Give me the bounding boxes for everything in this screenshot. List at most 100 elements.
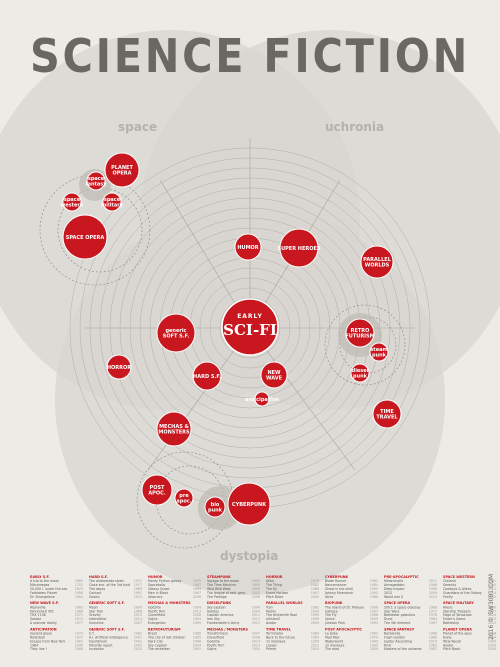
node-circle xyxy=(156,313,196,353)
center-node: EARLY SCI-FI xyxy=(221,298,279,356)
column-item: Captain America xyxy=(207,613,234,617)
node-label: apoc. xyxy=(176,499,191,505)
column-item: The fly xyxy=(265,587,277,591)
column-year: 1981 xyxy=(488,579,496,583)
node-label: bio xyxy=(211,502,220,508)
column-item: Pitch Black xyxy=(266,595,284,599)
column-year: 1954 xyxy=(252,647,260,651)
column-year: 1999 xyxy=(252,587,260,591)
column-item: Avatar xyxy=(443,643,454,647)
node-space-opera: SPACE OPERA xyxy=(62,214,108,260)
column-year: 1979 xyxy=(193,579,201,583)
column-year: 1997 xyxy=(311,591,319,595)
column-item: Mad Max xyxy=(325,636,339,640)
column-item: Spaceballs xyxy=(148,583,165,587)
column-item: They live ! xyxy=(29,647,47,651)
column-year: 1978 xyxy=(429,613,437,617)
column-item: World war Z xyxy=(384,595,404,599)
center-label-top: EARLY xyxy=(237,313,263,320)
node-circle xyxy=(345,318,375,348)
column-item: Splice xyxy=(325,617,335,621)
column-year: 1995 xyxy=(193,636,201,640)
column-year: 1966 xyxy=(134,609,142,613)
column-heading: PLANET OPERA xyxy=(443,627,472,631)
center-label-main: SCI-FI xyxy=(223,321,277,339)
column-item: A.I. Artificial Intelligence xyxy=(89,636,128,640)
genre-nodes: PLANETOPERAspacefantasyspacewesternspace… xyxy=(61,152,402,526)
column-heading: BIOPUNK xyxy=(325,601,343,605)
column-item: The Fly xyxy=(324,613,337,617)
node-label: HARD S.F. xyxy=(193,374,221,380)
column-heading: MECHAS / MONSTERS xyxy=(207,627,248,631)
column-item: Minority report xyxy=(89,643,113,647)
column-year: 1987 xyxy=(193,583,201,587)
node-label: PARALLEL xyxy=(363,257,392,263)
column-year: 1982 xyxy=(311,583,319,587)
column-item: Barbarella xyxy=(384,632,400,636)
column-item: Fahrenheit 451 xyxy=(30,609,54,613)
column-item: Guardians of the Galaxy xyxy=(443,591,482,595)
column-year: 2002 xyxy=(134,643,142,647)
column-year: 1988 xyxy=(370,595,378,599)
poster-title: SCIENCE FICTION xyxy=(30,29,470,83)
reference-table: EARLY S.F.A trip to the moon 1865 Micromeg… xyxy=(29,575,496,651)
column-year: 2009 xyxy=(488,643,496,647)
column-heading: PRE-APOCALYPTIC xyxy=(384,575,419,579)
column-year: 1979 xyxy=(311,579,319,583)
column-item: Starship Troopers xyxy=(443,609,471,613)
column-item: Battleship xyxy=(443,621,459,625)
column-item: Blade Runner xyxy=(325,579,347,583)
column-item: Moon xyxy=(89,605,98,609)
column-year: 2010 xyxy=(134,647,142,651)
column-year: 1965 xyxy=(75,605,83,609)
node-circle xyxy=(204,496,226,518)
column-year: 2008 xyxy=(193,613,201,617)
column-year: 2004 xyxy=(252,605,260,609)
node-cyberpunk: CYBERPUNK xyxy=(227,482,271,526)
node-label: HORROR xyxy=(107,365,131,371)
column-year: 2013 xyxy=(488,617,496,621)
column-year: 1990 xyxy=(488,639,496,643)
node-label: steam xyxy=(370,347,387,353)
column-item: Men in Black xyxy=(148,591,168,595)
column-item: 20,000 l. under the sea xyxy=(30,587,67,591)
column-item: The Time Machine xyxy=(206,583,236,587)
column-year: 2014 xyxy=(488,613,496,617)
column-year: 2013 xyxy=(193,609,201,613)
column-item: eXistenZ xyxy=(266,617,281,621)
column-item: Forbidden Planet xyxy=(30,591,58,595)
column-year: 1984 xyxy=(488,636,496,640)
column-item: Dark City xyxy=(148,639,163,643)
column-year: 2009 xyxy=(311,621,319,625)
column-year: 1993 xyxy=(370,621,378,625)
column-year: 2013 xyxy=(134,613,142,617)
column-year: 1974 xyxy=(75,617,83,621)
column-item: Edge of Tomorrow xyxy=(443,613,472,617)
column-year: 2011 xyxy=(488,587,496,591)
node-label: WAVE xyxy=(266,376,283,382)
column-item: Outland xyxy=(443,579,456,583)
column-year: 1991 xyxy=(193,647,201,651)
column-item: Gravity xyxy=(89,613,101,617)
node-circle xyxy=(260,361,288,389)
column-item: Gojira xyxy=(207,647,217,651)
node-anticipation: anticipation xyxy=(245,391,279,407)
column-item: Avatar xyxy=(266,621,277,625)
column-year: 2012 xyxy=(488,621,496,625)
node-circle xyxy=(141,474,173,506)
node-circle xyxy=(174,488,194,508)
column-year: 1962 xyxy=(370,632,378,636)
node-label: punk xyxy=(372,353,387,359)
column-item: Alphaville xyxy=(30,605,46,609)
column-item: Sunshine xyxy=(89,621,104,625)
node-circle xyxy=(350,363,370,383)
node-label: SPACE OPERA xyxy=(66,235,105,241)
column-item: The road xyxy=(324,647,339,651)
column-year: 2008 xyxy=(252,636,260,640)
column-year: 2015 xyxy=(429,639,437,643)
